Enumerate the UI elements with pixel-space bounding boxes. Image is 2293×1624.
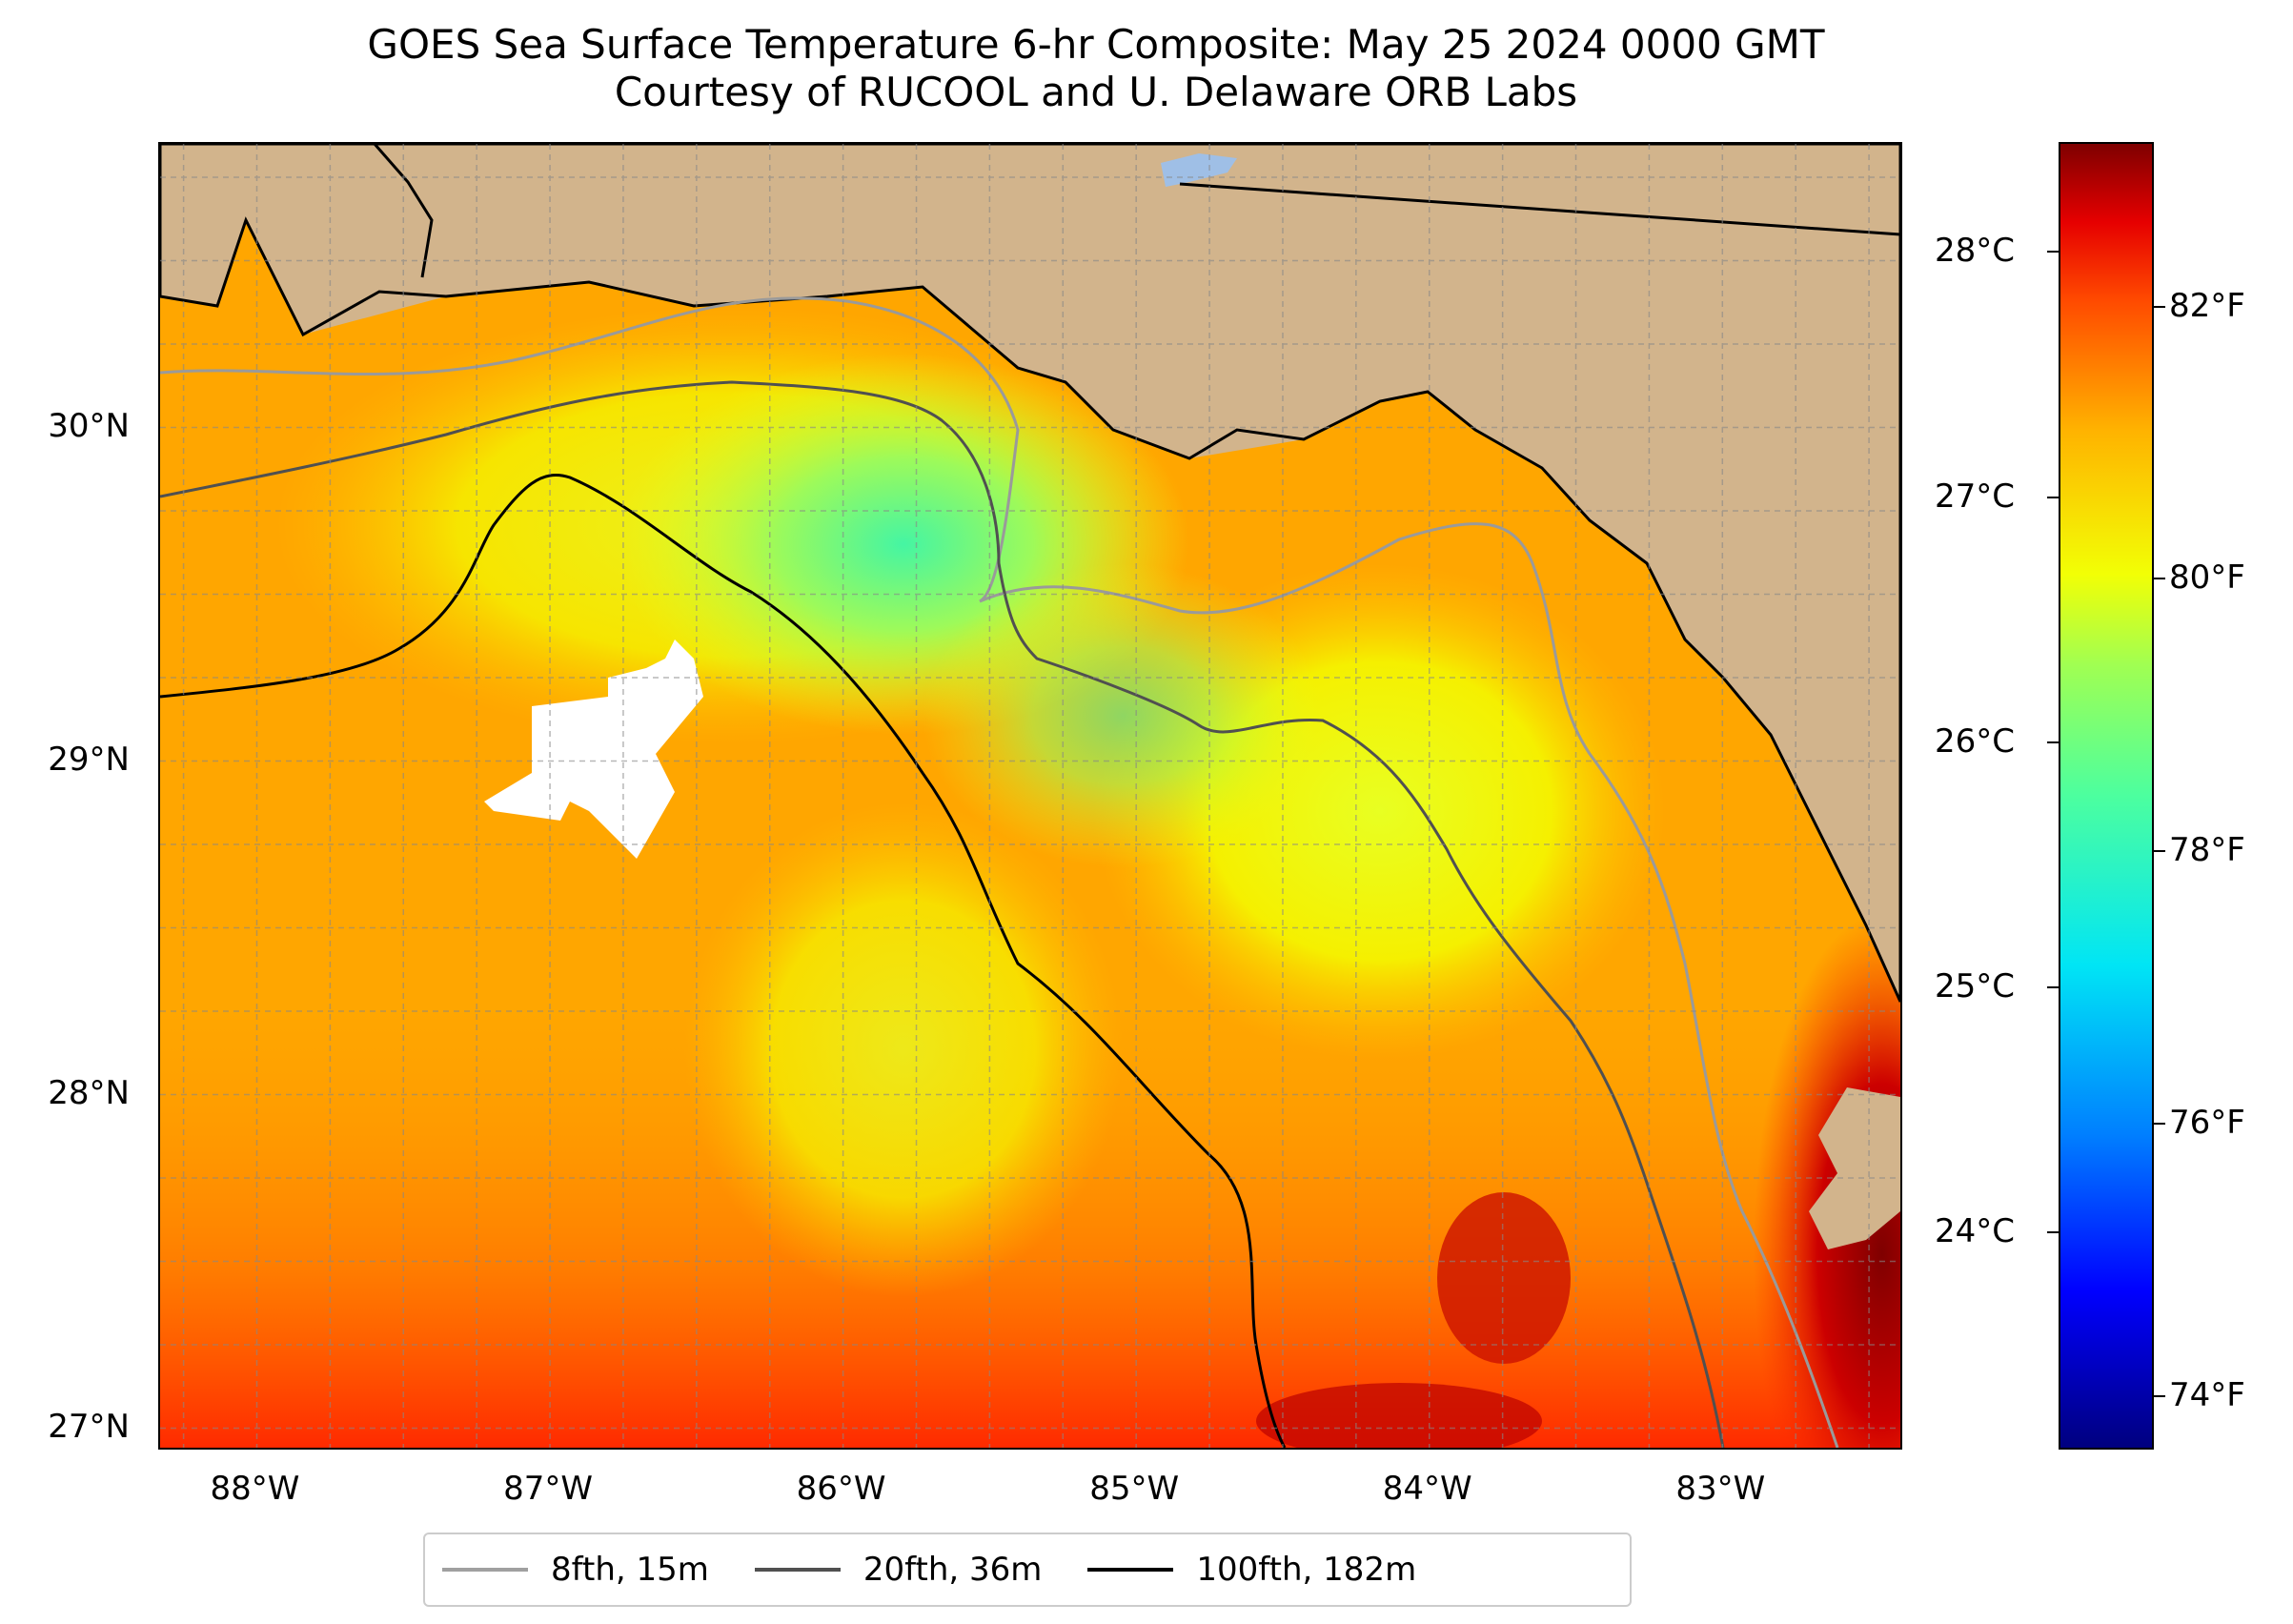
colorbar-f-label: 78°F xyxy=(2169,831,2245,870)
colorbar-c-label: 28°C xyxy=(1935,232,2016,271)
title-line-2: Courtesy of RUCOOL and U. Delaware ORB L… xyxy=(614,69,1578,115)
legend-item: 20fth, 36m xyxy=(754,1551,1043,1589)
hot-spot xyxy=(1437,1192,1571,1364)
colorbar-f-label: 80°F xyxy=(2169,558,2245,598)
lon-tick-label: 88°W xyxy=(210,1470,300,1508)
map-panel[interactable] xyxy=(158,142,1902,1450)
land-north xyxy=(160,144,1900,1003)
legend-item: 8fth, 15m xyxy=(442,1551,709,1589)
lat-tick-label: 28°N xyxy=(48,1073,130,1112)
colorbar-c-label: 26°C xyxy=(1935,721,2016,761)
hot-south-spot xyxy=(1256,1383,1542,1448)
colorbar-f-label: 74°F xyxy=(2169,1375,2245,1414)
yellow-tongue xyxy=(684,802,1123,1297)
cool-lobe xyxy=(923,563,1323,868)
lat-tick-label: 27°N xyxy=(48,1407,130,1446)
lon-tick-label: 83°W xyxy=(1675,1470,1766,1508)
isobath-8fth xyxy=(160,296,1839,1448)
colorbar-tick xyxy=(2154,305,2165,308)
legend-line-8fth xyxy=(442,1568,528,1572)
gridlines xyxy=(160,144,1900,1448)
lon-tick-label: 84°W xyxy=(1382,1470,1472,1508)
lake xyxy=(1161,153,1237,187)
colorbar xyxy=(2059,142,2154,1450)
land-tampa-peninsula xyxy=(1809,1087,1900,1249)
colorbar-tick xyxy=(2047,986,2059,989)
isobath-legend: 8fth, 15m 20fth, 36m 100fth, 182m xyxy=(423,1533,1632,1607)
sst-map[interactable] xyxy=(160,144,1900,1448)
map-title: GOES Sea Surface Temperature 6-hr Compos… xyxy=(0,21,2192,116)
cloud-gap xyxy=(484,639,703,859)
legend-label: 8fth, 15m xyxy=(551,1551,709,1589)
colorbar-tick xyxy=(2154,850,2165,853)
colorbar-tick xyxy=(2047,251,2059,254)
legend-label: 20fth, 36m xyxy=(862,1551,1043,1589)
isobath-100fth xyxy=(160,473,1287,1448)
state-boundary xyxy=(1179,182,1900,236)
isobath-20fth xyxy=(160,380,1725,1448)
colorbar-f-label: 76°F xyxy=(2169,1104,2245,1142)
lon-tick-label: 87°W xyxy=(503,1470,593,1508)
colorbar-c-label: 25°C xyxy=(1935,967,2016,1006)
legend-label: 100fth, 182m xyxy=(1196,1551,1417,1589)
colorbar-tick xyxy=(2047,741,2059,743)
county-line xyxy=(373,144,434,278)
legend-line-100fth xyxy=(1087,1568,1174,1572)
colorbar-tick xyxy=(2047,496,2059,498)
title-line-1: GOES Sea Surface Temperature 6-hr Compos… xyxy=(367,21,1825,68)
lat-tick-label: 30°N xyxy=(48,406,130,445)
colorbar-tick xyxy=(2154,1394,2165,1397)
legend-item: 100fth, 182m xyxy=(1087,1551,1416,1589)
legend-line-20fth xyxy=(754,1568,841,1572)
colorbar-f-label: 82°F xyxy=(2169,286,2245,325)
colorbar-tick xyxy=(2154,578,2165,580)
colorbar-c-label: 27°C xyxy=(1935,477,2016,516)
colorbar-c-label: 24°C xyxy=(1935,1212,2016,1251)
colorbar-tick xyxy=(2154,1123,2165,1125)
lat-tick-label: 29°N xyxy=(48,740,130,779)
lon-tick-label: 86°W xyxy=(796,1470,886,1508)
colorbar-tick xyxy=(2047,1231,2059,1234)
lon-tick-label: 85°W xyxy=(1089,1470,1180,1508)
